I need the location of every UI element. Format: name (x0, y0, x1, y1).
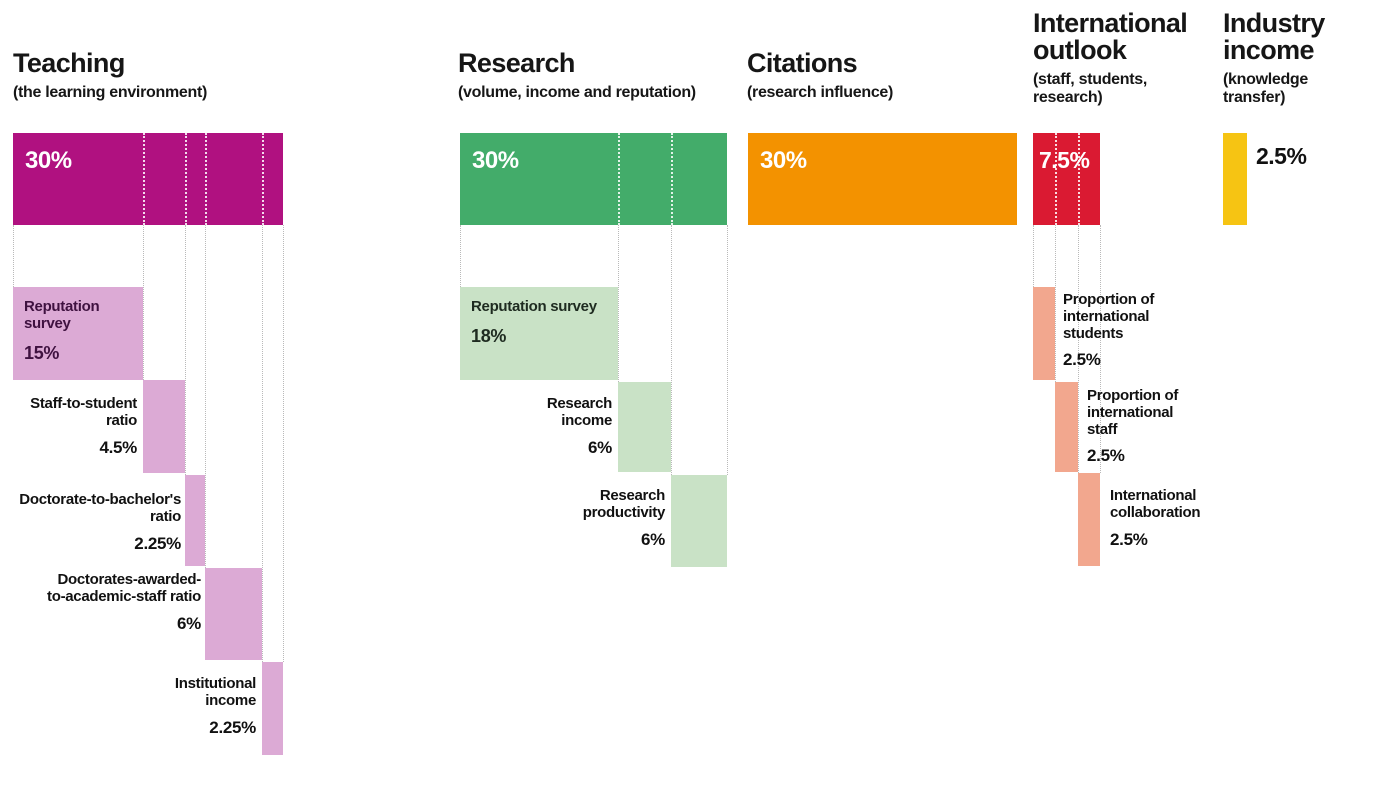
label-text: International collaboration (1110, 487, 1201, 521)
label-text: Proportion of international staff (1087, 387, 1179, 438)
connector-line (671, 225, 672, 475)
label-doctorates-awarded-ratio: Doctorates-awarded-to-academic-staff rat… (41, 571, 201, 633)
international-bar-divider (1078, 133, 1080, 225)
label-text: Doctorate-to-bachelor's ratio (19, 491, 181, 525)
industry-income-bar (1223, 133, 1247, 225)
label-text: Research income (546, 395, 612, 429)
citations-title: Citations (747, 48, 858, 78)
industry-income-title: Industry income (1223, 8, 1325, 65)
teaching-bar-divider (205, 133, 207, 225)
label-research-income: Research income 6% (522, 395, 612, 457)
label-text: Doctorates-awarded-to-academic-staff rat… (47, 571, 201, 605)
teaching-bar-divider (262, 133, 264, 225)
label-staff-to-student-ratio: Staff-to-student ratio 4.5% (0, 395, 137, 457)
label-value: 6% (177, 613, 201, 633)
connector-line (618, 225, 619, 382)
teaching-title: Teaching (13, 48, 125, 78)
connector-line (262, 225, 263, 662)
connector-line (1100, 225, 1101, 473)
label-international-staff: Proportion of international staff 2.5% (1087, 387, 1207, 466)
label-international-students: Proportion of international students 2.5… (1063, 291, 1183, 370)
international-bar-divider (1055, 133, 1057, 225)
research-reputation-survey-value: 18% (471, 325, 507, 346)
block-research-income (618, 382, 671, 472)
block-label: Reputation survey 18% (460, 287, 618, 346)
block-teaching-reputation-survey: Reputation survey 15% (13, 287, 143, 380)
international-weight-label: 7.5% (1039, 147, 1090, 173)
connector-line (1033, 225, 1034, 287)
connector-line (185, 225, 186, 475)
label-value: 2.5% (1063, 350, 1101, 370)
label-text: Institutional income (174, 675, 256, 709)
label-value: 6% (588, 437, 612, 457)
teaching-bar-divider (185, 133, 187, 225)
label-research-productivity: Research productivity 6% (555, 487, 666, 549)
connector-line (13, 225, 14, 287)
label-value: 4.5% (99, 437, 137, 457)
section-header-citations: Citations (research influence) (747, 50, 987, 102)
connector-line (460, 225, 461, 287)
label-value: 2.25% (209, 717, 256, 737)
section-header-industry-income: Industry income (knowledge transfer) (1223, 10, 1353, 106)
block-staff-to-student-ratio (143, 380, 185, 473)
teaching-bar-divider (143, 133, 145, 225)
connector-line (1055, 225, 1056, 382)
block-institutional-income (262, 662, 283, 755)
research-weight-label: 30% (472, 147, 519, 174)
industry-income-subtitle: (knowledge transfer) (1223, 71, 1309, 106)
connector-line (205, 225, 206, 568)
connector-line (143, 225, 144, 380)
block-doctorate-to-bachelors-ratio (185, 475, 205, 566)
citations-subtitle: (research influence) (747, 84, 894, 101)
research-bar: 30% (460, 133, 727, 225)
label-text: Proportion of international students (1063, 291, 1155, 342)
teaching-reputation-survey-value: 15% (24, 342, 60, 363)
citations-bar: 30% (748, 133, 1017, 225)
industry-income-weight-label: 2.5% (1256, 143, 1307, 169)
block-international-collaboration (1078, 473, 1100, 566)
block-international-staff (1055, 382, 1078, 472)
teaching-reputation-survey-label: Reputation survey (24, 298, 100, 332)
connector-line (1078, 225, 1079, 473)
citations-weight-label: 30% (760, 147, 807, 174)
research-title: Research (458, 48, 575, 78)
international-outlook-title: International outlook (1033, 8, 1188, 65)
section-header-research: Research (volume, income and reputation) (458, 50, 743, 102)
section-header-teaching: Teaching (the learning environment) (13, 50, 283, 102)
block-research-reputation-survey: Reputation survey 18% (460, 287, 618, 380)
block-research-productivity (671, 475, 727, 567)
label-doctorate-to-bachelors-ratio: Doctorate-to-bachelor's ratio 2.25% (11, 491, 181, 553)
international-outlook-subtitle: (staff, students, research) (1033, 71, 1148, 106)
label-value: 2.25% (134, 533, 181, 553)
teaching-bar: 30% (13, 133, 283, 225)
research-reputation-survey-label: Reputation survey (471, 298, 597, 315)
research-bar-divider (671, 133, 673, 225)
teaching-weight-label: 30% (25, 147, 72, 174)
label-value: 6% (641, 529, 665, 549)
international-outlook-bar: 7.5% (1033, 133, 1100, 225)
connector-line (727, 225, 728, 475)
block-international-students (1033, 287, 1055, 380)
label-institutional-income: Institutional income 2.25% (146, 675, 256, 737)
research-bar-divider (618, 133, 620, 225)
teaching-subtitle: (the learning environment) (13, 84, 207, 101)
label-value: 2.5% (1087, 446, 1125, 466)
label-text: Research productivity (582, 487, 666, 521)
research-subtitle: (volume, income and reputation) (458, 84, 696, 101)
block-label: Reputation survey 15% (13, 287, 143, 363)
label-value: 2.5% (1110, 529, 1148, 549)
section-header-international-outlook: International outlook (staff, students, … (1033, 10, 1201, 106)
block-doctorates-awarded-ratio (205, 568, 262, 660)
label-international-collaboration: International collaboration 2.5% (1110, 487, 1240, 549)
connector-line (283, 225, 284, 662)
label-text: Staff-to-student ratio (30, 395, 137, 429)
